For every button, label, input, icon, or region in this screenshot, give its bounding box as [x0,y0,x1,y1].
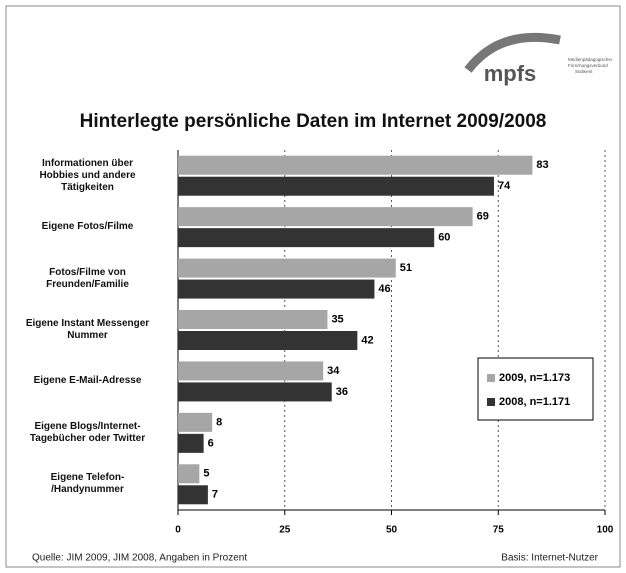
y-tick-label: Eigene Blogs/Internet- Tagebücher oder T… [29,420,146,444]
data-label: 35 [331,313,343,325]
logo-arc [464,32,561,73]
data-label: 5 [203,468,209,480]
data-label: 6 [208,437,214,449]
data-label: 74 [498,180,511,192]
bar [178,279,375,299]
logo-subtext: Medienpädagogischer [568,57,613,62]
bar [178,433,204,453]
data-label: 60 [438,232,450,244]
logo-subtext: Forschungsverbund [568,63,608,68]
data-label: 7 [212,489,218,501]
data-label: 42 [361,334,373,346]
data-label: 83 [536,159,548,171]
data-label: 46 [378,283,390,295]
bar [178,207,473,227]
bar [178,485,208,505]
data-label: 36 [336,386,348,398]
x-tick-label: 0 [175,525,181,536]
y-tick-label: Eigene E-Mail-Adresse [33,375,142,387]
legend-swatch [487,398,495,406]
data-label: 8 [216,416,222,428]
data-label: 34 [327,365,340,377]
x-tick-label: 50 [386,525,398,536]
chart-title: Hinterlegte persönliche Daten im Interne… [80,111,547,132]
legend-swatch [487,374,495,382]
x-tick-label: 100 [597,525,614,536]
note: Basis: Internet-Nutzer [501,553,598,564]
y-tick-label: Eigene Fotos/Filme [41,221,134,233]
data-label: 69 [477,211,489,223]
bar [178,464,200,484]
bar [178,412,213,432]
legend-box [477,357,594,421]
bar [178,382,332,402]
data-label: 51 [400,262,412,274]
x-tick-label: 75 [493,525,505,536]
source: Quelle: JIM 2009, JIM 2008, Angaben in P… [32,553,247,564]
bar [178,331,358,350]
bar [178,361,324,381]
bar [178,310,328,329]
y-tick-label: Eigene Instant Messenger Nummer [25,318,150,341]
bar [178,176,494,196]
logo-subtext: Südwest [575,69,593,74]
y-tick-label: Informationen über Hobbies und andere Tä… [39,157,136,193]
legend-label: 2009, n=1.173 [499,372,570,384]
legend-label: 2008, n=1.171 [499,396,570,408]
x-tick-label: 25 [279,525,291,536]
logo-text: mpfs [484,61,537,86]
y-tick-label: Fotos/Filme von Freunden/Familie [46,266,129,290]
bar [178,228,435,248]
y-tick-label: Eigene Telefon- /Handynummer [50,472,125,496]
bar [178,155,533,175]
bar [178,258,396,278]
